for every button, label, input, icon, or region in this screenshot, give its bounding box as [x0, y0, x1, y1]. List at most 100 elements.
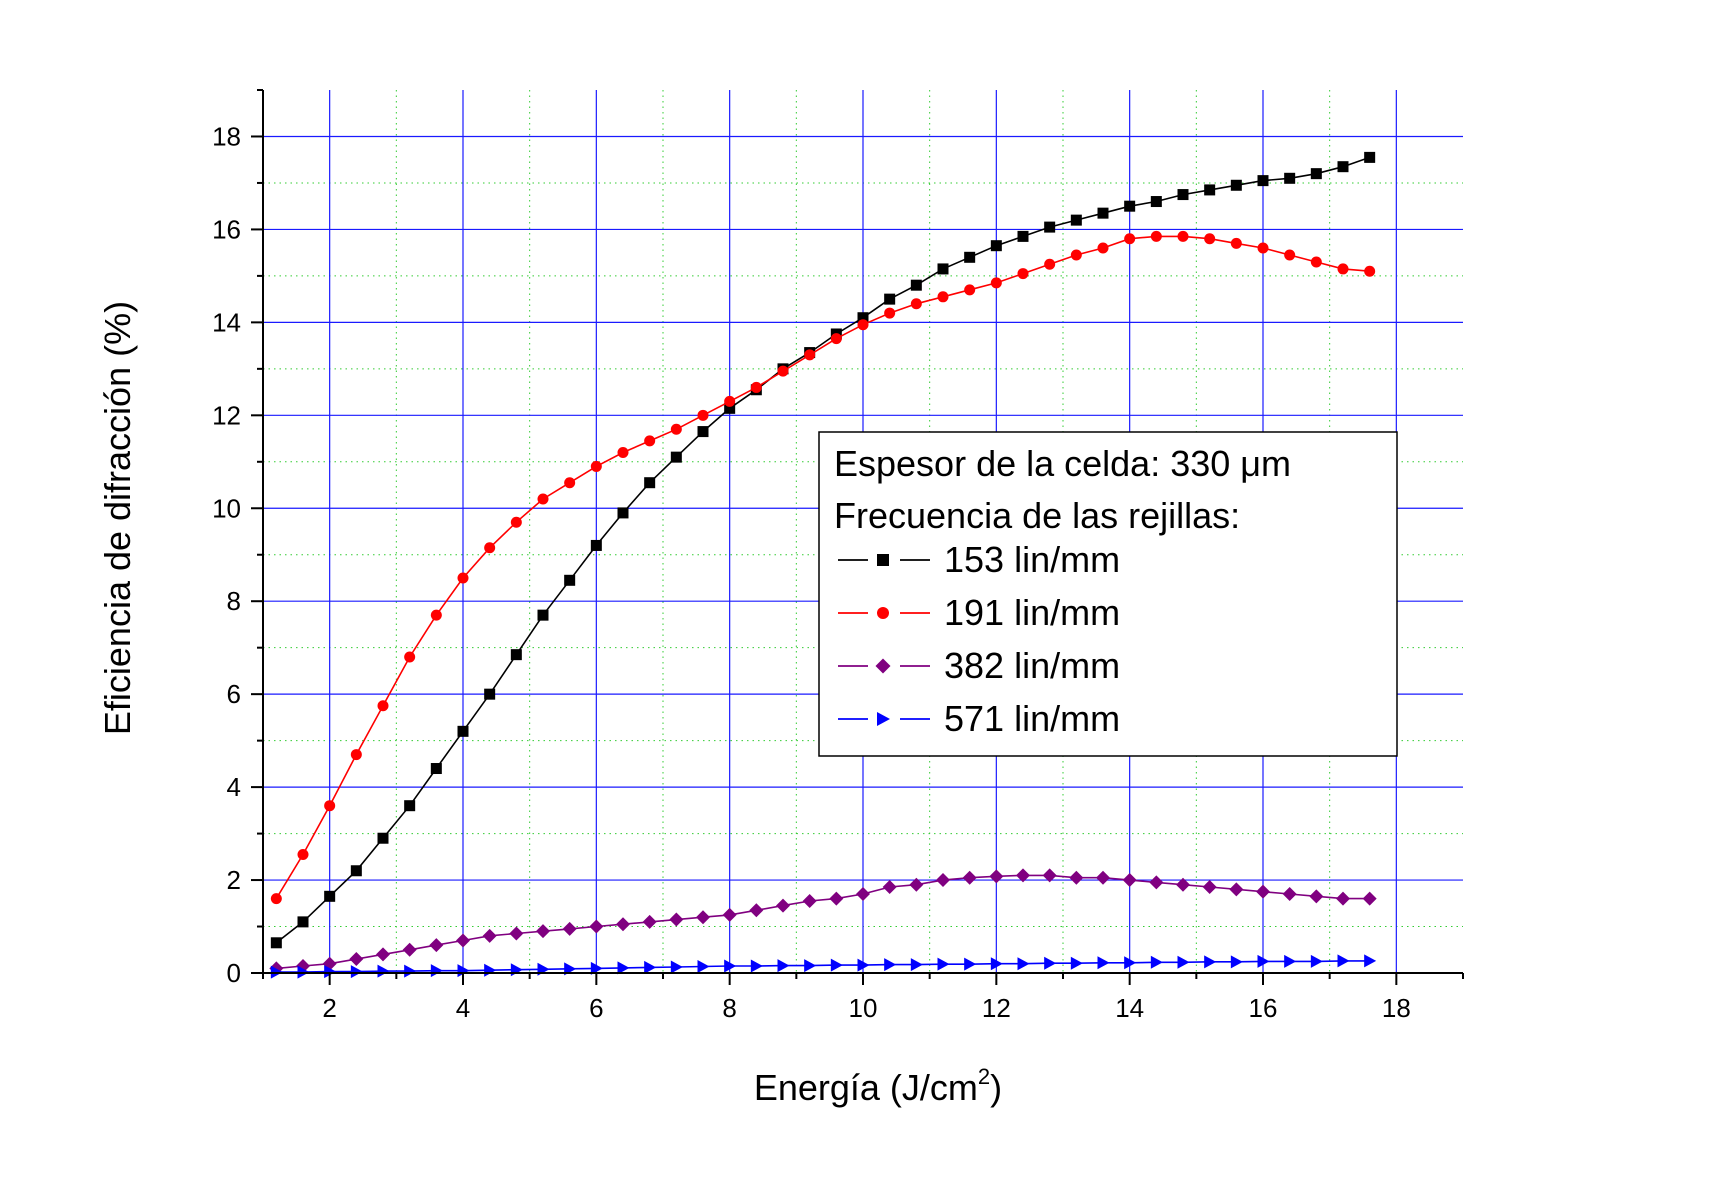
- data-point: [884, 958, 897, 972]
- data-point: [910, 279, 922, 291]
- data-point: [350, 865, 362, 877]
- data-point: [1177, 230, 1189, 242]
- data-point: [562, 921, 577, 936]
- data-point: [644, 477, 656, 489]
- data-point: [642, 914, 657, 929]
- legend-box: [818, 431, 1398, 757]
- x-tick-label: 6: [589, 993, 603, 1023]
- legend-marker: [875, 658, 891, 674]
- data-point: [564, 574, 576, 586]
- data-point: [616, 917, 630, 932]
- y-tick-label: 8: [227, 586, 241, 616]
- y-tick-label: 12: [212, 400, 241, 430]
- data-point: [776, 898, 790, 913]
- legend-entry: 571 lin/mm: [838, 698, 1120, 739]
- legend-label: 382 lin/mm: [944, 645, 1120, 686]
- data-point: [1310, 168, 1322, 180]
- data-point: [1096, 870, 1110, 885]
- data-point: [830, 958, 843, 972]
- legend-marker: [877, 554, 889, 566]
- x-tick-label: 2: [322, 993, 336, 1023]
- data-point: [909, 877, 924, 892]
- y-tick-label: 6: [227, 679, 241, 709]
- data-point: [1124, 956, 1137, 970]
- legend-marker: [877, 607, 889, 619]
- data-point: [1257, 175, 1269, 187]
- data-point: [350, 749, 362, 761]
- data-point: [804, 959, 817, 973]
- data-point: [1256, 884, 1270, 899]
- data-point: [1230, 237, 1242, 249]
- data-point: [1364, 151, 1376, 163]
- data-point: [1070, 956, 1083, 970]
- data-point: [484, 542, 496, 554]
- legend-entries: 153 lin/mm 191 lin/mm 382 lin/mm 571 lin/mm: [838, 539, 1120, 739]
- data-point: [989, 869, 1004, 884]
- data-point: [857, 312, 869, 324]
- data-point: [1017, 230, 1029, 242]
- data-point: [1204, 233, 1216, 245]
- data-point: [510, 649, 522, 661]
- data-point: [884, 293, 896, 305]
- data-point: [297, 916, 309, 928]
- tick-labels: 0 2 4 6 8 10 12 14 16 18 2 4 6 8 10 12 14 16 18: [212, 121, 1411, 1023]
- data-point: [430, 609, 442, 621]
- data-point: [884, 307, 896, 319]
- data-point: [722, 907, 737, 922]
- data-point: [429, 938, 444, 953]
- x-axis-title-superscript: 2: [978, 1064, 990, 1089]
- data-point: [696, 910, 710, 925]
- legend-entry: 191 lin/mm: [838, 592, 1120, 633]
- data-point: [1044, 258, 1056, 270]
- data-point: [749, 903, 764, 918]
- x-tick-label: 10: [849, 993, 878, 1023]
- data-point: [910, 298, 922, 310]
- data-point: [777, 365, 789, 377]
- data-point: [697, 426, 709, 438]
- data-point: [910, 958, 923, 972]
- data-point: [1204, 955, 1217, 969]
- data-point: [990, 957, 1003, 971]
- data-point: [1069, 870, 1084, 885]
- data-point: [1150, 196, 1162, 208]
- series-layer: [269, 151, 1377, 979]
- data-point: [1336, 891, 1350, 906]
- data-point: [270, 893, 282, 905]
- data-point: [590, 460, 602, 472]
- x-tick-label: 18: [1382, 993, 1411, 1023]
- data-point: [857, 958, 870, 972]
- data-point: [856, 886, 870, 901]
- y-tick-label: 4: [227, 772, 241, 802]
- data-point: [1202, 880, 1217, 895]
- series-571-lin-mm: [270, 954, 1377, 979]
- data-point: [376, 947, 390, 962]
- data-point: [1150, 230, 1162, 242]
- data-point: [1362, 891, 1377, 906]
- data-point: [510, 516, 522, 528]
- data-point: [509, 926, 524, 941]
- data-point: [1044, 221, 1056, 233]
- series-191-lin-mm: [270, 230, 1376, 905]
- data-point: [1176, 877, 1190, 892]
- legend-label: 571 lin/mm: [944, 698, 1120, 739]
- data-point: [589, 919, 604, 934]
- data-point: [1017, 957, 1030, 971]
- data-point: [937, 957, 950, 971]
- data-point: [1177, 955, 1190, 969]
- x-tick-label: 16: [1249, 993, 1278, 1023]
- data-point: [670, 423, 682, 435]
- data-point: [377, 700, 389, 712]
- data-point: [1097, 207, 1109, 219]
- x-tick-label: 14: [1115, 993, 1144, 1023]
- data-point: [777, 959, 790, 973]
- data-point: [484, 688, 496, 700]
- data-point: [456, 933, 470, 948]
- y-tick-label: 10: [212, 493, 241, 523]
- data-point: [697, 959, 710, 973]
- data-point: [669, 912, 684, 927]
- data-point: [964, 251, 976, 263]
- data-point: [404, 800, 416, 812]
- data-point: [1070, 214, 1082, 226]
- data-point: [270, 937, 282, 949]
- legend-header-cell-thickness: Espesor de la celda: 330 μm: [834, 443, 1291, 484]
